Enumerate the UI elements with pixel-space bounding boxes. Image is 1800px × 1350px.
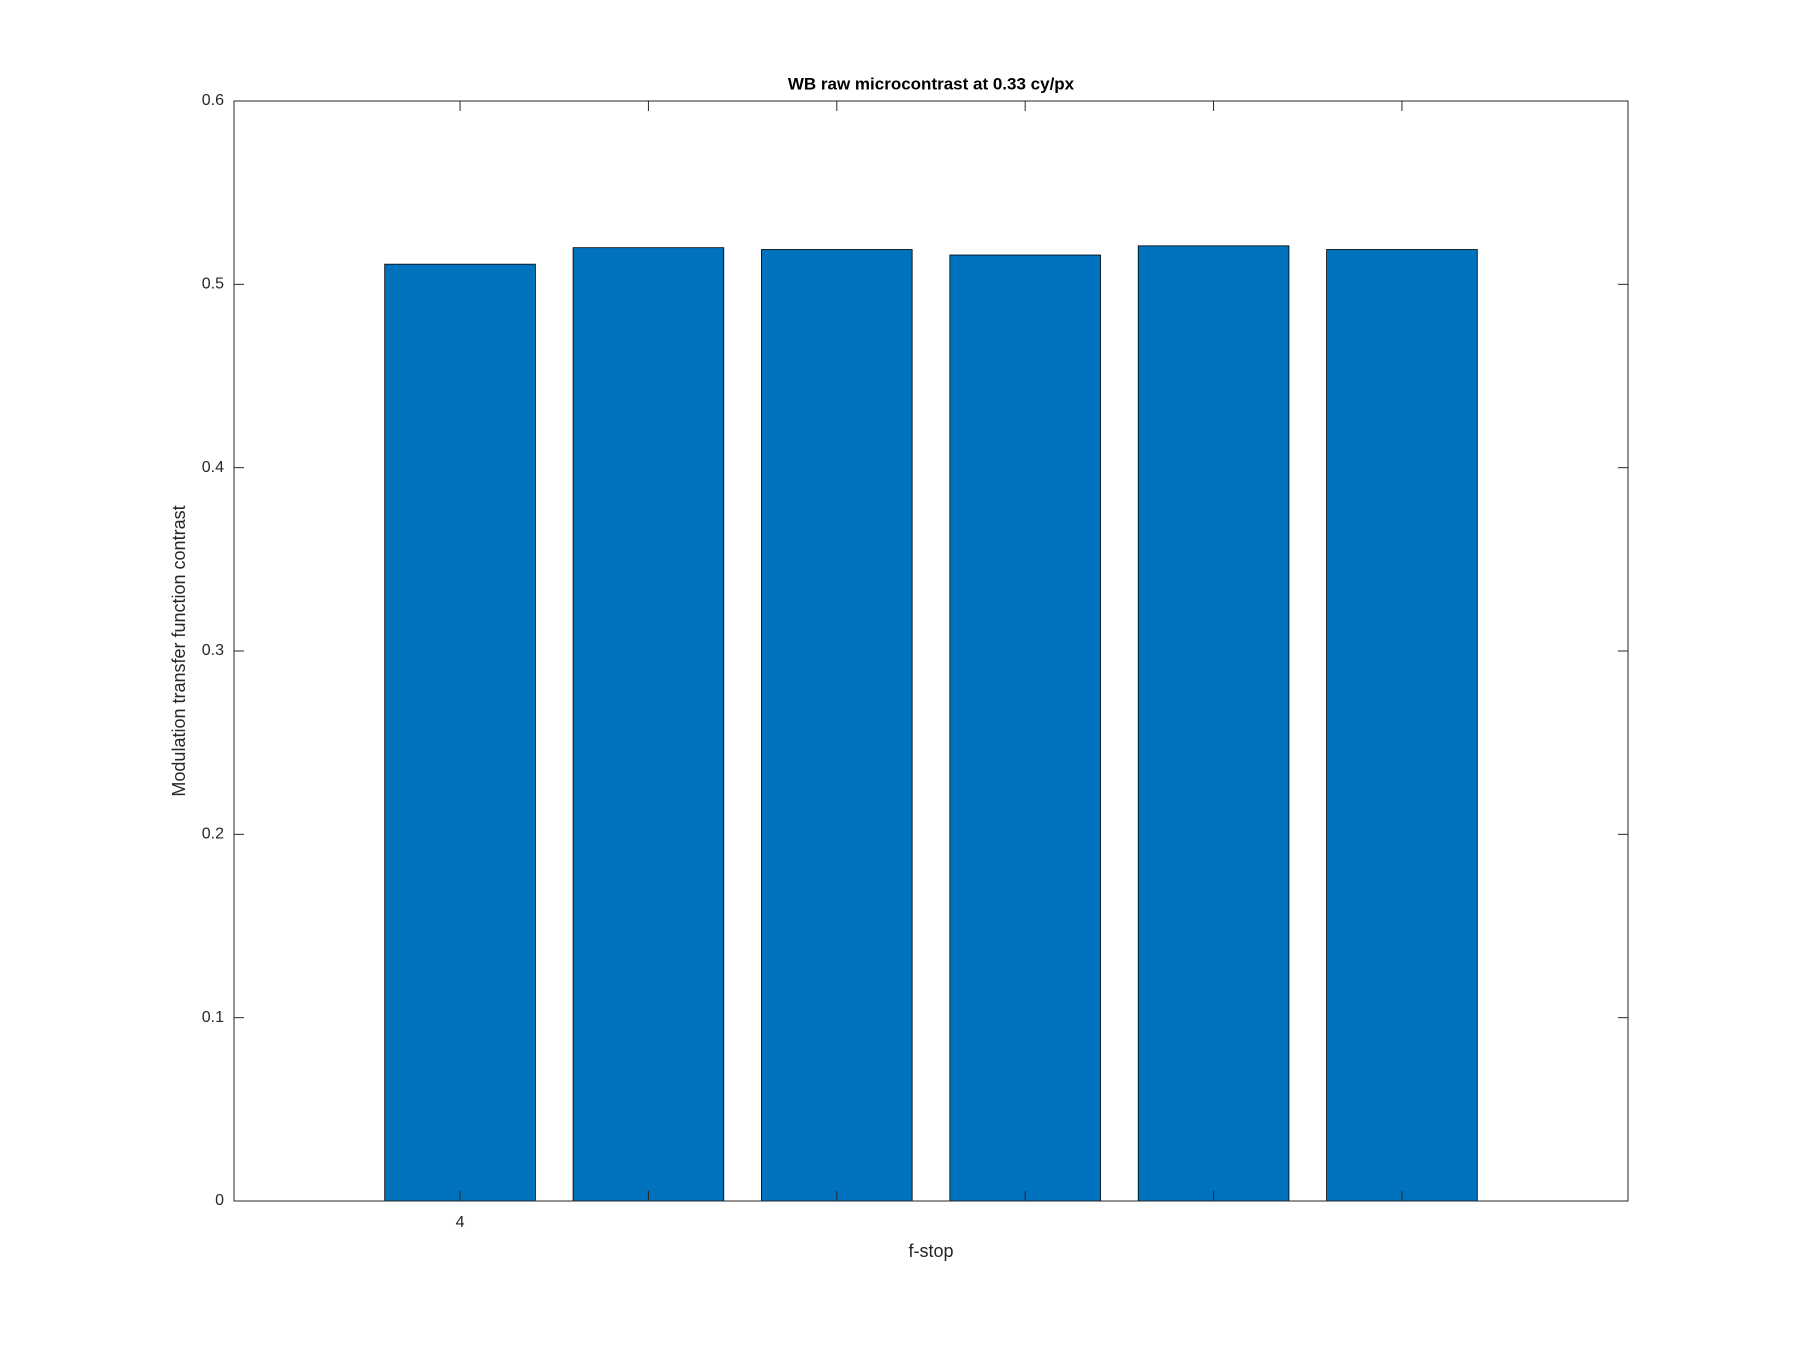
bar — [1326, 249, 1478, 1202]
plot-frame — [233, 100, 1629, 1202]
y-tick-label: 0.3 — [202, 642, 224, 659]
y-tick-label: 0.2 — [202, 826, 224, 843]
x-axis-label: f-stop — [908, 1241, 953, 1261]
y-tick-label: 0.5 — [202, 276, 224, 293]
bar — [761, 249, 913, 1202]
bar — [572, 247, 725, 1202]
x-tick-label: 4 — [456, 1214, 465, 1231]
y-tick-label: 0.1 — [202, 1009, 224, 1026]
bar — [384, 263, 536, 1202]
y-axis-label: Modulation transfer function contrast — [169, 505, 189, 796]
y-tick-label: 0.6 — [202, 92, 224, 109]
chart-title: WB raw microcontrast at 0.33 cy/px — [788, 74, 1075, 93]
bar — [1137, 245, 1290, 1202]
y-tick-label: 0.4 — [202, 459, 224, 476]
y-tick-label: 0 — [215, 1192, 224, 1209]
bar — [949, 254, 1101, 1202]
